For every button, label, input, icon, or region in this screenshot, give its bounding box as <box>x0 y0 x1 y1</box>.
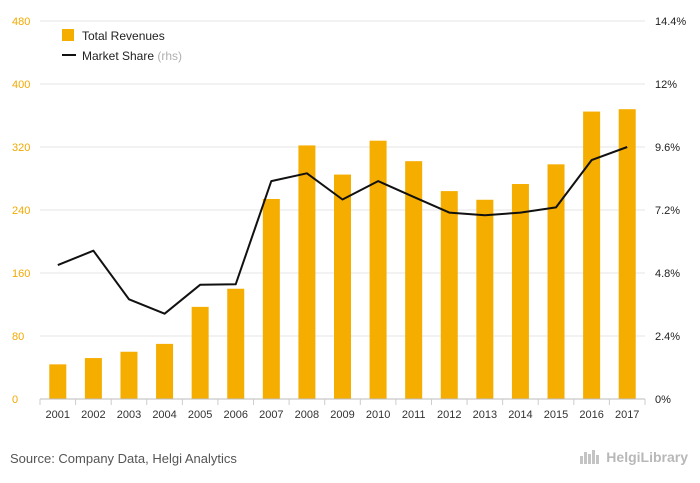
x-tick-label: 2016 <box>579 409 603 421</box>
y-right-tick-label: 9.6% <box>655 142 680 154</box>
y-right-tick-label: 12% <box>655 79 677 91</box>
bar-total-revenues-2009 <box>334 174 351 399</box>
bar-total-revenues-2010 <box>369 140 387 399</box>
x-tick-label: 2013 <box>473 409 497 421</box>
bar-total-revenues-2008 <box>298 145 316 399</box>
bar-total-revenues-2011 <box>405 161 423 399</box>
bar-series <box>49 109 636 399</box>
x-tick-label: 2011 <box>402 409 426 421</box>
y-left-tick-label: 240 <box>12 205 30 217</box>
x-tick-label: 2012 <box>437 409 461 421</box>
x-tick-label: 2006 <box>223 409 247 421</box>
x-tick-label: 2002 <box>81 409 105 421</box>
y-right-tick-label: 2.4% <box>655 331 680 343</box>
x-tick-label: 2001 <box>46 409 70 421</box>
legend-label-total-revenues: Total Revenues <box>82 29 165 43</box>
x-tick-label: 2009 <box>330 409 354 421</box>
x-tick-label: 2014 <box>508 409 532 421</box>
bar-total-revenues-2012 <box>440 191 458 399</box>
legend-swatch-total-revenues <box>62 29 74 41</box>
x-tick-label: 2015 <box>544 409 568 421</box>
bar-total-revenues-2016 <box>583 111 601 399</box>
bar-total-revenues-2015 <box>547 164 565 399</box>
bar-total-revenues-2006 <box>227 288 245 399</box>
x-tick-label: 2004 <box>152 409 176 421</box>
brand-logo-text: HelgiLibrary <box>606 449 688 465</box>
source-note: Source: Company Data, Helgi Analytics <box>10 451 237 466</box>
bar-total-revenues-2007 <box>262 198 280 399</box>
y-right-tick-label: 14.4% <box>655 16 686 28</box>
x-tick-label: 2007 <box>259 409 283 421</box>
bar-total-revenues-2004 <box>156 343 174 399</box>
brand-logo: HelgiLibrary <box>580 449 688 465</box>
bar-total-revenues-2014 <box>511 184 529 399</box>
axes: 0 0% 80 2.4% 160 4.8% 240 7.2% 320 9.6% 400 12% 480 1… <box>12 16 686 421</box>
y-left-tick-label: 320 <box>12 142 30 154</box>
x-tick-label: 2010 <box>366 409 390 421</box>
y-left-tick-label: 80 <box>12 331 24 343</box>
y-left-tick-label: 400 <box>12 79 30 91</box>
y-left-tick-label: 480 <box>12 16 30 28</box>
legend-label-market-share: Market Share (rhs) <box>82 49 182 63</box>
x-tick-label: 2017 <box>615 409 639 421</box>
bar-total-revenues-2017 <box>618 109 636 399</box>
x-tick-label: 2005 <box>188 409 212 421</box>
x-tick-label: 2008 <box>295 409 319 421</box>
line-market-share <box>57 146 628 315</box>
bar-total-revenues-2002 <box>84 358 102 399</box>
y-right-tick-label: 0% <box>655 394 671 406</box>
y-right-tick-label: 7.2% <box>655 205 680 217</box>
y-left-tick-label: 0 <box>12 394 18 406</box>
bar-total-revenues-2005 <box>191 306 209 399</box>
y-left-tick-label: 160 <box>12 268 30 280</box>
bar-total-revenues-2003 <box>120 351 138 399</box>
bar-total-revenues-2001 <box>49 364 67 399</box>
bookshelf-icon <box>580 450 602 464</box>
bar-total-revenues-2013 <box>476 199 494 399</box>
x-tick-label: 2003 <box>117 409 141 421</box>
legend: Total Revenues Market Share (rhs) <box>62 29 182 63</box>
y-right-tick-label: 4.8% <box>655 268 680 280</box>
line-series <box>57 146 628 315</box>
